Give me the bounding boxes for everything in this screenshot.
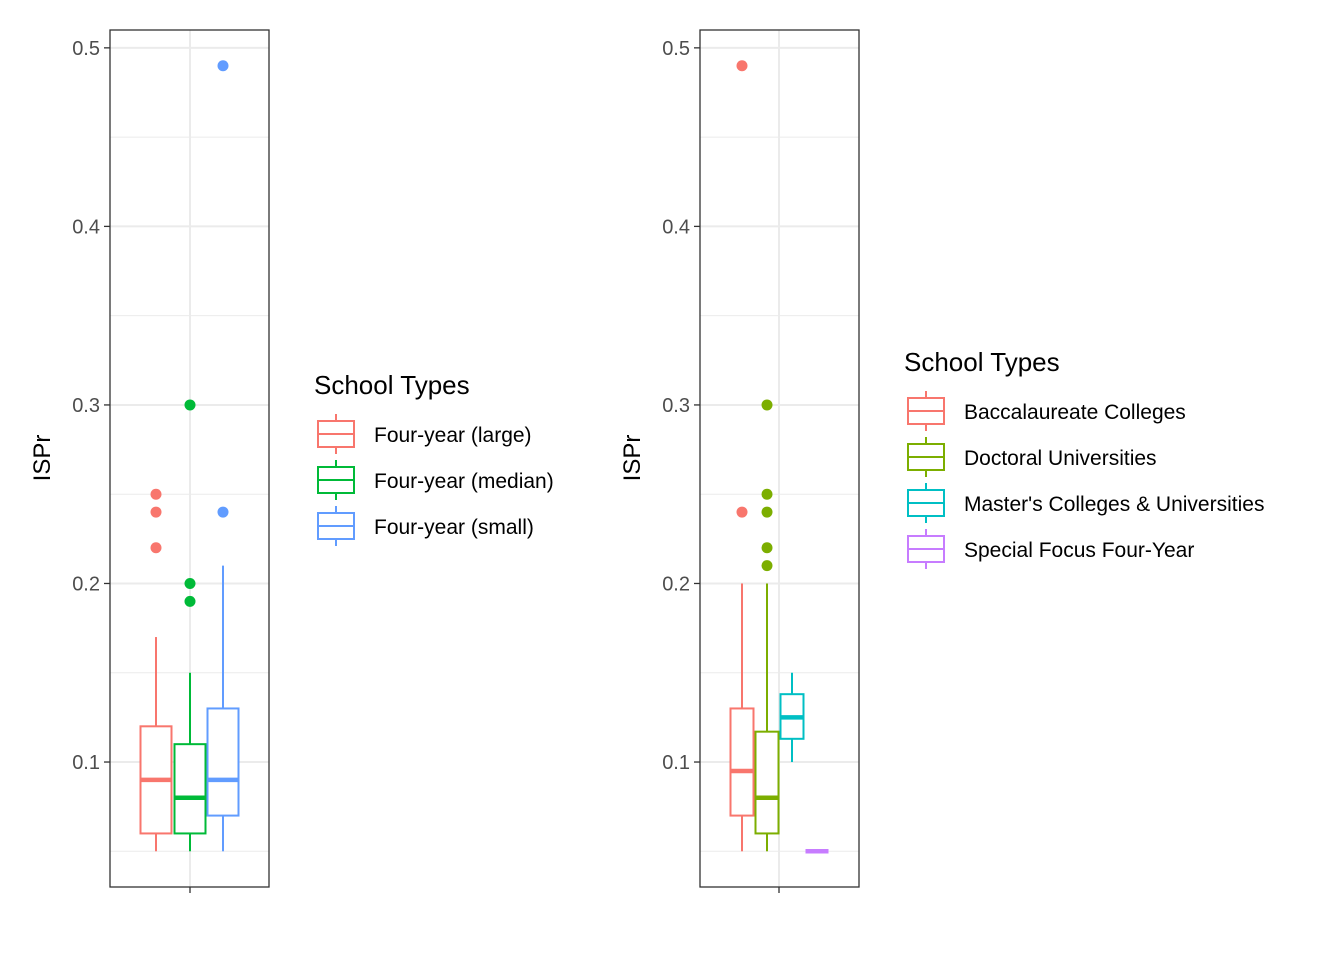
legend-key-2	[317, 506, 355, 546]
y-tick-label: 0.3	[72, 395, 100, 417]
outlier-point	[761, 399, 773, 411]
outlier-point	[150, 488, 162, 500]
legend-label: Four-year (small)	[374, 516, 534, 539]
outlier-point	[184, 399, 196, 411]
iqr-box	[173, 743, 207, 835]
left-chart-panel: 0.1 0.2 0.3 0.4 0.5 ISPr School Types Four-year…	[29, 29, 554, 893]
y-tick-label: 0.1	[72, 752, 100, 774]
y-tick-label: 0.3	[662, 395, 690, 417]
outlier-point	[736, 506, 748, 518]
outlier-point	[761, 506, 773, 518]
outlier-point	[150, 506, 162, 518]
y-tick-label: 0.4	[662, 216, 690, 238]
legend-label: Four-year (median)	[374, 470, 554, 493]
outlier-point	[761, 560, 773, 572]
y-axis-title: ISPr	[29, 435, 56, 482]
boxplot-2	[206, 60, 240, 852]
legend-key-3	[907, 529, 945, 569]
legend: School Types Four-year (large) Four-year (…	[314, 370, 554, 546]
legend: School Types Baccalaureate Colleges Doctor…	[904, 347, 1264, 569]
y-tick-label: 0.4	[72, 216, 100, 238]
boxplot-0	[139, 488, 173, 852]
boxplot-1	[173, 399, 207, 852]
legend-label: Four-year (large)	[374, 424, 532, 447]
y-tick-label: 0.5	[662, 38, 690, 60]
legend-key-0	[317, 414, 355, 454]
legend-label: Master's Colleges & Universities	[964, 493, 1264, 516]
boxplot-0	[729, 60, 755, 852]
legend-label: Baccalaureate Colleges	[964, 401, 1186, 424]
outlier-point	[761, 542, 773, 554]
outlier-point	[150, 542, 162, 554]
y-axis-title: ISPr	[619, 435, 646, 482]
legend-label: Special Focus Four-Year	[964, 539, 1194, 562]
outlier-point	[184, 595, 196, 607]
right-chart-panel: 0.1 0.2 0.3 0.4 0.5 ISPr School Types Baccalaur…	[619, 29, 1264, 893]
outlier-point	[217, 506, 229, 518]
legend-title: School Types	[904, 347, 1060, 377]
legend-key-1	[907, 437, 945, 477]
boxplot-1	[754, 399, 780, 852]
legend-title: School Types	[314, 370, 470, 400]
outlier-point	[184, 577, 196, 589]
legend-key-2	[907, 483, 945, 523]
iqr-box	[754, 730, 780, 835]
y-tick-label: 0.2	[72, 573, 100, 595]
outlier-point	[736, 60, 748, 72]
iqr-box	[729, 707, 755, 817]
legend-label: Doctoral Universities	[964, 447, 1157, 470]
y-tick-label: 0.2	[662, 573, 690, 595]
y-tick-label: 0.1	[662, 752, 690, 774]
outlier-point	[761, 488, 773, 500]
boxplot-2	[779, 672, 805, 763]
outlier-point	[217, 60, 229, 72]
legend-key-1	[317, 460, 355, 500]
y-tick-label: 0.5	[72, 38, 100, 60]
legend-key-0	[907, 391, 945, 431]
iqr-box	[206, 707, 240, 817]
